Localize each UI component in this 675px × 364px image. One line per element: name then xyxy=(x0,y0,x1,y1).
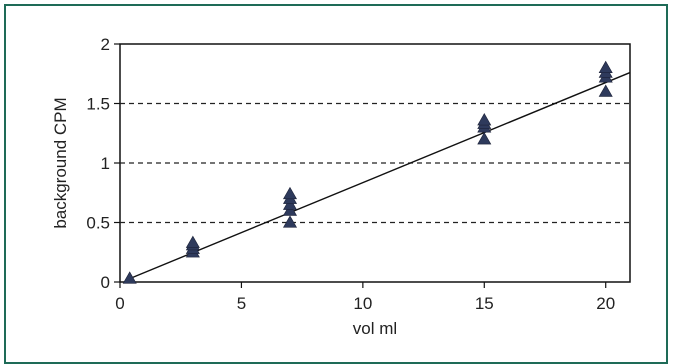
chart-frame: 0 0.5 1 1.5 2 0 5 10 15 20 vol ml background CPM xyxy=(4,4,668,364)
trendline-group xyxy=(127,71,631,281)
x-tick-label: 0 xyxy=(115,294,124,313)
x-tick-label: 15 xyxy=(475,294,494,313)
data-point-marker xyxy=(122,271,137,284)
axis-ticks: 00.511.520 5 10 15 20 xyxy=(86,35,615,313)
data-point-marker xyxy=(282,215,298,228)
x-tick-label: 10 xyxy=(353,294,372,313)
data-point-marker xyxy=(282,186,298,200)
y-tick-label: 1 xyxy=(101,154,110,173)
y-tick-label: 0 xyxy=(101,273,110,292)
data-point-marker xyxy=(477,113,492,126)
y-tick-label: 2 xyxy=(101,35,110,54)
chart: 00.511.520 5 10 15 20 vol ml background CPM xyxy=(51,35,631,338)
y-tick-label: 0.5 xyxy=(86,214,110,233)
y-tick-label: 1.5 xyxy=(86,95,110,114)
data-point-marker xyxy=(185,235,200,248)
data-point-marker xyxy=(598,84,613,97)
data-point-marker xyxy=(598,60,613,73)
x-tick-label: 5 xyxy=(237,294,246,313)
grid-lines xyxy=(120,102,630,224)
x-tick-label: 20 xyxy=(596,294,615,313)
trendline xyxy=(127,71,631,281)
y-axis-title: background CPM xyxy=(51,97,70,228)
data-point-marker xyxy=(477,132,492,145)
data-points xyxy=(122,60,613,284)
x-axis-title: vol ml xyxy=(353,319,397,338)
